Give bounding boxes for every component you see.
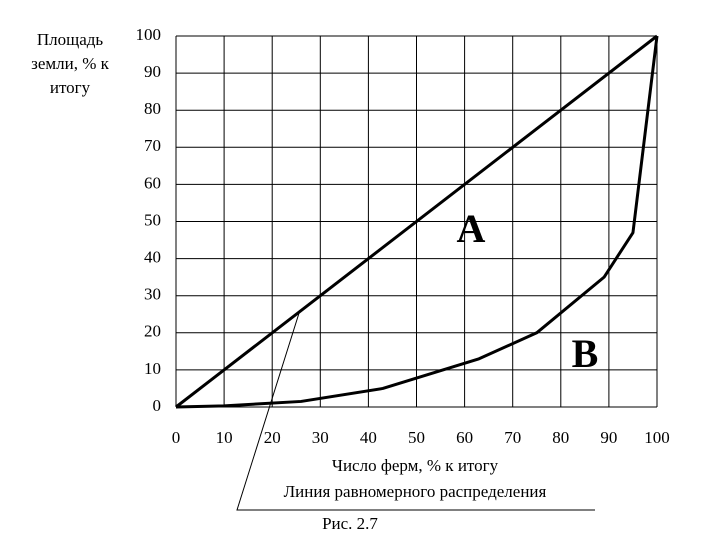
y-axis-label: итогу (50, 78, 91, 97)
x-tick-label: 0 (172, 428, 181, 447)
y-tick-label: 10 (144, 359, 161, 378)
x-tick-label: 60 (456, 428, 473, 447)
leader-line (236, 309, 595, 511)
y-axis-label: Площадь (37, 30, 104, 49)
line-series (175, 35, 659, 409)
y-tick-label: 60 (144, 173, 161, 192)
y-tick-label: 0 (153, 396, 162, 415)
x-tick-label: 50 (408, 428, 425, 447)
line-series (175, 34, 658, 409)
annotation: A (457, 206, 486, 251)
y-tick-label: 50 (144, 210, 161, 229)
y-tick-label: 40 (144, 248, 161, 267)
y-tick-label: 80 (144, 99, 161, 118)
x-tick-label: 100 (644, 428, 670, 447)
y-tick-label: 90 (144, 62, 161, 81)
x-tick-label: 70 (504, 428, 521, 447)
y-axis-label: земли, % к (31, 54, 110, 73)
y-tick-label: 100 (136, 25, 162, 44)
x-tick-label: 30 (312, 428, 329, 447)
x-tick-label: 20 (264, 428, 281, 447)
annotation: B (572, 331, 599, 376)
y-tick-label: 70 (144, 136, 161, 155)
series-label: Линия равномерного распределения (284, 482, 547, 501)
x-tick-label: 40 (360, 428, 377, 447)
x-axis-label: Число ферм, % к итогу (332, 456, 499, 475)
caption: Рис. 2.7 (322, 514, 378, 533)
y-tick-label: 30 (144, 285, 161, 304)
x-tick-label: 10 (216, 428, 233, 447)
x-tick-label: 90 (600, 428, 617, 447)
x-tick-label: 80 (552, 428, 569, 447)
y-tick-label: 20 (144, 322, 161, 341)
